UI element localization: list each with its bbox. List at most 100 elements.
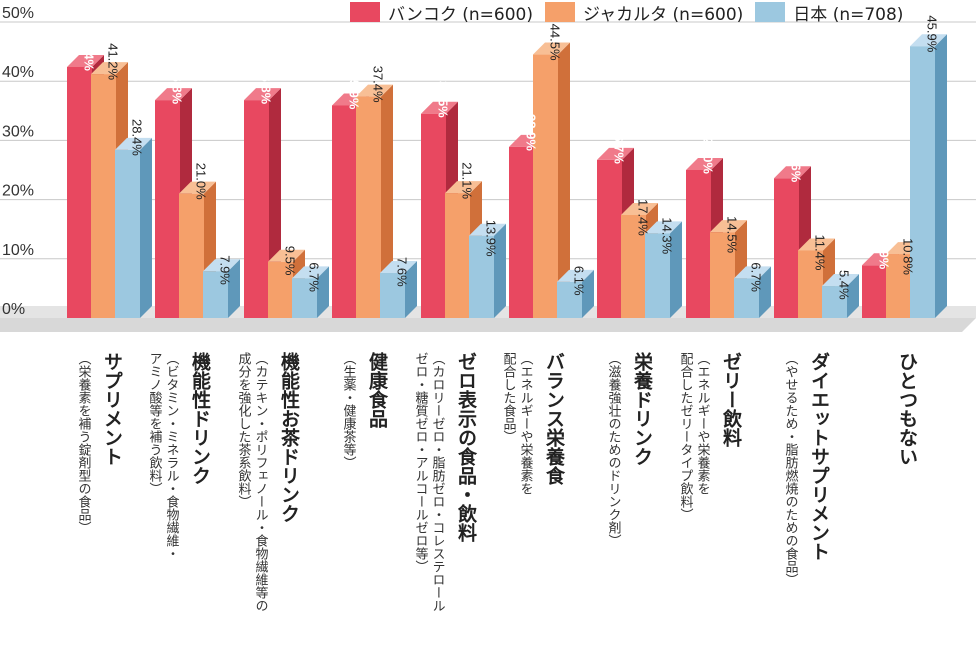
bar-top xyxy=(67,54,104,67)
bar-top xyxy=(734,266,771,279)
bar xyxy=(886,254,911,318)
legend: バンコク (n=600) ジャカルタ (n=600) 日本 (n=708) xyxy=(350,0,915,25)
category-note: 配合した食品） xyxy=(501,352,517,443)
legend-label-japan: 日本 (n=708) xyxy=(793,4,904,25)
data-label: 42.4% xyxy=(82,34,97,71)
category-label: ゼロ表示の食品・飲料 xyxy=(455,352,478,543)
category-label: 機能性ドリンク xyxy=(189,351,211,485)
bar-top xyxy=(533,42,570,55)
bar-top xyxy=(686,158,723,170)
data-label: 6.7% xyxy=(749,262,764,292)
bar-top xyxy=(421,101,458,114)
y-tick-label: 30% xyxy=(2,123,34,140)
bar xyxy=(421,113,446,318)
data-label: 35.9% xyxy=(347,73,362,110)
bar xyxy=(356,96,381,318)
bar-side xyxy=(228,259,240,318)
bar-top xyxy=(91,62,128,75)
bar xyxy=(469,235,494,318)
bar-top xyxy=(910,34,947,47)
bar-side xyxy=(582,269,594,318)
bar-top xyxy=(356,84,393,97)
category-label: 健康食品 xyxy=(366,351,388,428)
bar xyxy=(686,170,711,318)
bar-top xyxy=(268,249,305,262)
bar xyxy=(244,100,269,318)
bar xyxy=(445,193,470,318)
category-note: （エネルギーや栄養素を xyxy=(518,352,534,495)
category-label: 栄養ドリンク xyxy=(631,351,654,466)
bar-top xyxy=(445,181,482,194)
data-label: 7.6% xyxy=(395,257,410,287)
data-label: 25.0% xyxy=(701,137,716,174)
bar xyxy=(203,271,228,318)
category-note: （栄養素を補う錠剤型の食品） xyxy=(76,352,92,534)
data-label: 14.3% xyxy=(660,217,675,254)
bar-top xyxy=(822,274,859,287)
data-label: 6.7% xyxy=(307,262,322,292)
y-tick-label: 20% xyxy=(2,183,34,200)
category-note: （カロリーゼロ・脂肪ゼロ・コレステロール xyxy=(430,352,446,612)
data-label: 5.4% xyxy=(837,270,852,300)
data-label: 45.9% xyxy=(925,15,940,52)
data-label: 36.8% xyxy=(259,67,274,104)
bar-side xyxy=(405,261,417,318)
bar xyxy=(557,281,582,318)
bar xyxy=(621,214,646,318)
data-label: 10.8% xyxy=(901,238,916,275)
bar xyxy=(734,278,759,318)
legend-swatch-japan xyxy=(755,2,786,22)
bar xyxy=(179,193,204,318)
bar-side xyxy=(935,34,947,318)
category-note: （ビタミン・ミネラル・食物繊維・ xyxy=(164,352,180,560)
data-label: 21.0% xyxy=(194,163,209,200)
category-note: ゼロ・糖質ゼロ・アルコールゼロ等） xyxy=(413,352,429,573)
bar xyxy=(533,54,558,319)
category-note: アミノ酸等を補う飲料） xyxy=(147,352,163,495)
bar-top xyxy=(557,269,594,282)
chart-floor xyxy=(0,318,976,332)
bar-side xyxy=(317,266,329,318)
bar xyxy=(332,105,357,318)
category-label: ゼリー飲料 xyxy=(720,352,743,448)
bar xyxy=(822,286,847,318)
data-label: 14.5% xyxy=(725,216,740,253)
legend-item-japan: 日本 (n=708) xyxy=(755,0,903,25)
bar-top xyxy=(710,220,747,233)
bar-side xyxy=(558,42,570,319)
bar-top xyxy=(469,223,506,236)
bar-side xyxy=(670,221,682,318)
data-label: 7.9% xyxy=(218,255,233,285)
category-note: （滋養強壮のためのドリンク剤） xyxy=(606,352,622,547)
legend-swatch-jakarta xyxy=(545,2,575,22)
data-label: 13.9% xyxy=(484,220,499,257)
legend-label-bangkok: バンコク (n=600) xyxy=(388,4,533,25)
bar-side xyxy=(494,223,506,318)
data-label: 17.4% xyxy=(636,199,651,236)
bar xyxy=(798,250,823,318)
bar xyxy=(292,278,317,318)
bar xyxy=(380,273,405,318)
data-label: 36.8% xyxy=(170,67,185,104)
bar-side xyxy=(381,84,393,318)
bar-side xyxy=(759,266,771,318)
legend-swatch-bangkok xyxy=(350,2,380,22)
bar xyxy=(67,66,92,318)
bar xyxy=(774,178,799,318)
bar xyxy=(91,74,116,318)
bar-top xyxy=(380,261,417,274)
data-label: 37.4% xyxy=(371,66,386,103)
bar-top xyxy=(621,202,658,215)
data-label: 28.4% xyxy=(130,119,145,156)
data-label: 28.9% xyxy=(524,114,539,151)
bar-top xyxy=(645,221,682,234)
data-label: 26.7% xyxy=(612,127,627,164)
bar xyxy=(268,261,293,318)
data-label: 6.1% xyxy=(572,266,587,296)
category-label: バランス栄養食 xyxy=(543,352,566,486)
bar xyxy=(645,233,670,318)
bar-side xyxy=(847,274,859,318)
data-label: 11.4% xyxy=(813,235,828,271)
